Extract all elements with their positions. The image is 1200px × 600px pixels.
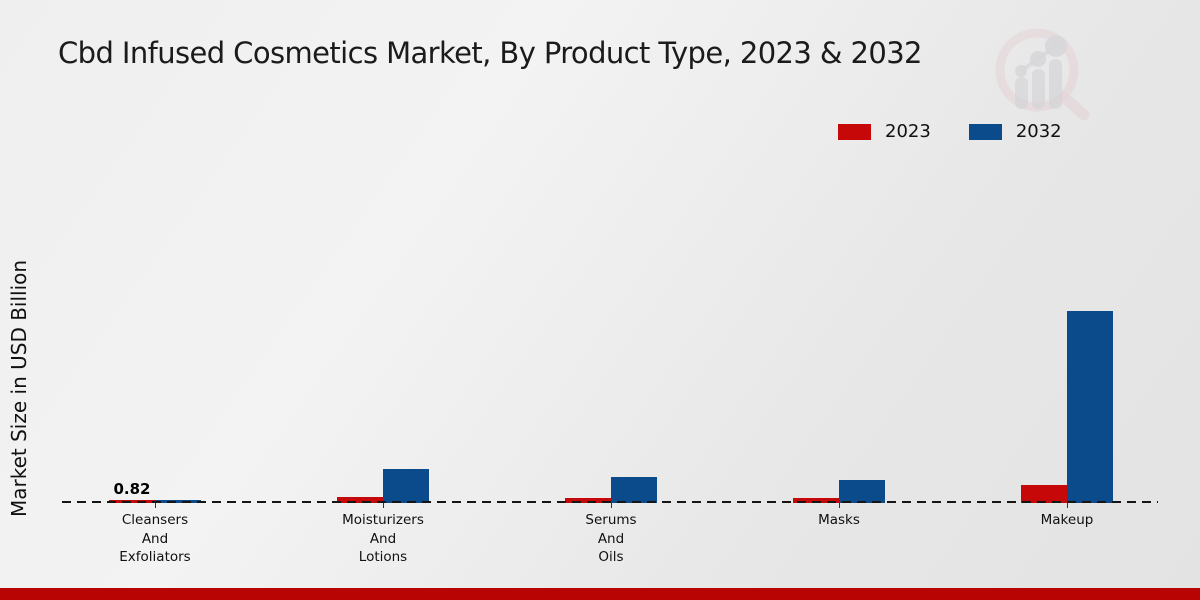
x-axis-tick (155, 503, 156, 508)
legend-item-2032: 2032 (968, 121, 1062, 142)
category-label: Serums And Oils (585, 512, 637, 565)
x-axis-tick (611, 503, 612, 508)
zero-baseline-dashed (62, 501, 1158, 503)
bar-2023-cat4 (1021, 485, 1067, 503)
footer-accent-bar (0, 588, 1200, 600)
bar-2023-cat1 (337, 497, 383, 503)
bar-2023-cat3 (793, 498, 839, 503)
category-label: Cleansers And Exfoliators (119, 512, 191, 565)
x-axis-tick (1067, 503, 1068, 508)
bar-2032-cat3 (839, 480, 885, 503)
category-label: Makeup (1040, 512, 1094, 528)
bar-2023-cat2 (565, 498, 611, 503)
legend-swatch-2023 (838, 123, 871, 140)
category-label: Masks (818, 512, 860, 528)
brand-watermark-logo (995, 28, 1090, 120)
data-value-label: 0.82 (113, 480, 151, 498)
legend: 2023 2032 (838, 121, 1062, 142)
legend-item-2023: 2023 (838, 121, 931, 142)
bar-2032-cat4 (1067, 311, 1113, 503)
legend-swatch-2032 (968, 123, 1002, 140)
bar-2032-cat1 (383, 469, 429, 503)
category-label: Moisturizers And Lotions (342, 512, 424, 565)
x-axis-tick (383, 503, 384, 508)
x-axis-tick (839, 503, 840, 508)
legend-label-2023: 2023 (885, 121, 931, 142)
chart-title: Cbd Infused Cosmetics Market, By Product… (58, 36, 923, 70)
bar-2032-cat2 (611, 477, 657, 503)
legend-label-2032: 2032 (1015, 121, 1062, 142)
